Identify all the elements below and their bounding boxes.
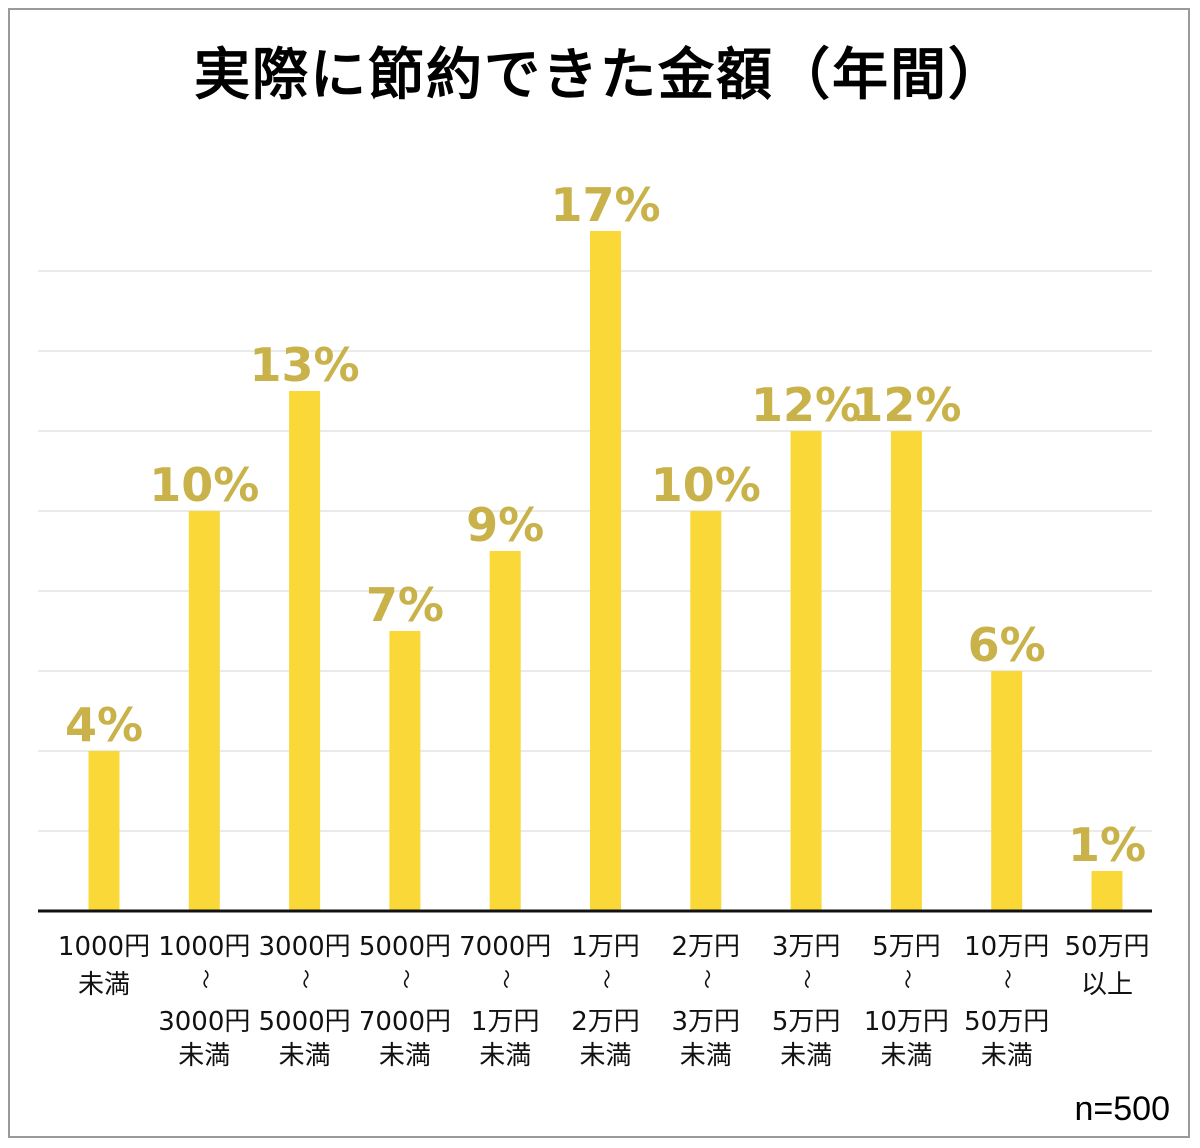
tick-label: 5000円 bbox=[259, 1007, 351, 1037]
tick-label: 3000円 bbox=[259, 932, 351, 962]
data-label: 12% bbox=[751, 378, 861, 432]
tick-label: 7000円 bbox=[359, 1007, 451, 1037]
tick-label: 50万円 bbox=[964, 1007, 1049, 1037]
tick-label: 〜 bbox=[394, 969, 418, 989]
data-label: 1% bbox=[1068, 818, 1146, 872]
tick-label: 〜 bbox=[294, 969, 318, 989]
tick-label: 未満 bbox=[780, 1041, 832, 1071]
tick-label: 〜 bbox=[595, 969, 619, 989]
bar bbox=[1091, 871, 1123, 911]
tick-label: 5万円 bbox=[872, 932, 941, 962]
tick-label: 未満 bbox=[279, 1041, 331, 1071]
tick-label: 1万円 bbox=[571, 932, 640, 962]
data-label: 17% bbox=[550, 178, 660, 232]
tick-label: 5万円 bbox=[772, 1007, 841, 1037]
tick-label: 未満 bbox=[78, 970, 130, 1000]
tick-label: 1万円 bbox=[471, 1007, 540, 1037]
tick-label: 〜 bbox=[795, 969, 819, 989]
tick-label: 未満 bbox=[178, 1041, 230, 1071]
tick-label: 3万円 bbox=[772, 932, 841, 962]
tick-label: 50万円 bbox=[1064, 932, 1149, 962]
bar bbox=[790, 431, 822, 911]
sample-size-note: n=500 bbox=[1074, 1090, 1171, 1128]
bar bbox=[188, 511, 220, 911]
data-label: 4% bbox=[65, 698, 143, 752]
tick-label: 3万円 bbox=[672, 1007, 741, 1037]
tick-label: 5000円 bbox=[359, 932, 451, 962]
data-label: 12% bbox=[851, 378, 961, 432]
tick-label: 〜 bbox=[695, 969, 719, 989]
tick-label: 〜 bbox=[193, 969, 217, 989]
tick-label: 〜 bbox=[996, 969, 1020, 989]
bar bbox=[489, 551, 521, 911]
bar bbox=[88, 751, 120, 911]
tick-label: 未満 bbox=[680, 1041, 732, 1071]
chart-title: 実際に節約できた金額（年間） bbox=[194, 43, 1006, 108]
bar bbox=[389, 631, 421, 911]
tick-label: 〜 bbox=[895, 969, 919, 989]
tick-label: 以上 bbox=[1081, 970, 1133, 1000]
tick-label: 2万円 bbox=[571, 1007, 640, 1037]
data-label: 10% bbox=[651, 458, 761, 512]
data-label: 10% bbox=[149, 458, 259, 512]
bar bbox=[690, 511, 722, 911]
data-label: 13% bbox=[250, 338, 360, 392]
tick-label: 7000円 bbox=[459, 932, 551, 962]
data-label: 7% bbox=[366, 578, 444, 632]
tick-label: 未満 bbox=[880, 1041, 932, 1071]
tick-label: 10万円 bbox=[864, 1007, 949, 1037]
tick-label: 未満 bbox=[379, 1041, 431, 1071]
tick-label: 〜 bbox=[494, 969, 518, 989]
data-label: 9% bbox=[466, 498, 544, 552]
tick-label: 10万円 bbox=[964, 932, 1049, 962]
bar bbox=[890, 431, 922, 911]
tick-label: 未満 bbox=[579, 1041, 631, 1071]
tick-label: 2万円 bbox=[672, 932, 741, 962]
bar bbox=[590, 231, 621, 911]
tick-label: 未満 bbox=[981, 1041, 1033, 1071]
tick-label: 1000円 bbox=[58, 932, 150, 962]
bar bbox=[289, 391, 321, 911]
data-label: 6% bbox=[968, 618, 1046, 672]
tick-label: 未満 bbox=[479, 1041, 531, 1071]
bar bbox=[991, 671, 1023, 911]
tick-label: 3000円 bbox=[158, 1007, 250, 1037]
tick-label: 1000円 bbox=[158, 932, 250, 962]
